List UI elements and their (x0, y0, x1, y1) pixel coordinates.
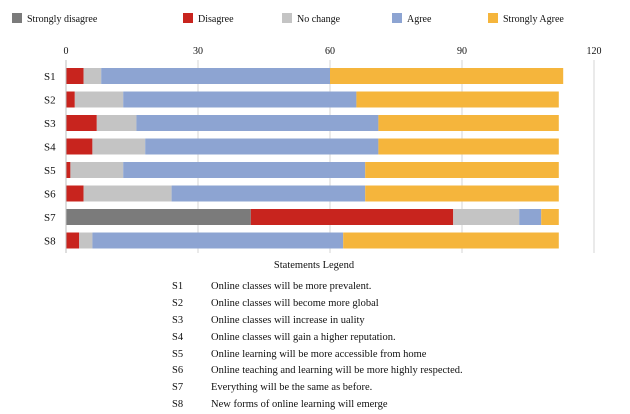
stacked-bar-chart: Strongly disagree Disagree No change Agree S… (12, 13, 602, 253)
legend-item: Strongly Agree (488, 13, 564, 25)
statement-code: S3 (172, 314, 184, 326)
x-tick-label: 0 (64, 46, 69, 57)
statement-row: S5 Online learning will be more accessibl… (0, 347, 630, 364)
statements-legend: Statements Legend S1 Online classes will … (0, 258, 630, 414)
bar-segment (101, 68, 330, 84)
bar-segment (70, 162, 124, 178)
bar-segment (136, 115, 379, 131)
bar-segment (66, 91, 75, 108)
legend-swatch (488, 13, 498, 23)
bar-segment (378, 138, 559, 155)
statements-list: S1 Online classes will be more prevalent.… (0, 279, 630, 414)
bar-segment (330, 68, 564, 84)
bar-segment (66, 185, 84, 202)
bar-segment (541, 209, 559, 225)
bar-segment (79, 232, 93, 249)
bar-segment (66, 138, 93, 155)
statement-code: S4 (172, 331, 184, 343)
legend-item: No change (282, 13, 341, 25)
bar-segment (123, 162, 366, 178)
legend-label: Disagree (198, 14, 234, 25)
statement-row: S7 Everything will be the same as before. (0, 380, 630, 397)
statement-code: S5 (172, 348, 184, 360)
category-label: S5 (44, 165, 56, 177)
category-label: S2 (44, 95, 56, 107)
legend-label: No change (297, 14, 341, 25)
statement-code: S2 (172, 297, 184, 309)
statement-row: S2 Online classes will become more global (0, 296, 630, 313)
bar-segment (66, 162, 71, 178)
bar-segment (365, 162, 559, 178)
category-label: S8 (44, 236, 56, 248)
legend-swatch (392, 13, 402, 23)
bar-segment (145, 138, 379, 155)
bar-segment (171, 185, 366, 202)
bar-segment (66, 68, 84, 84)
legend-item: Agree (392, 13, 432, 25)
bar-segment (378, 115, 559, 131)
bar-segment (66, 232, 80, 249)
bar-segment (83, 68, 102, 84)
statement-row: S4 Online classes will gain a higher repu… (0, 330, 630, 347)
legend-swatch (12, 13, 22, 23)
category-label: S3 (44, 118, 56, 130)
bar-segment (365, 185, 559, 202)
statement-code: S8 (172, 399, 184, 411)
statement-text: Online classes will increase in uality (211, 314, 365, 326)
statement-text: New forms of online learning will emerge (211, 399, 388, 411)
category-label: S4 (44, 142, 56, 154)
legend-item: Strongly disagree (12, 13, 98, 25)
statement-code: S7 (172, 382, 184, 394)
statement-row: S6 Online teaching and learning will be m… (0, 363, 630, 380)
statement-code: S1 (172, 281, 184, 292)
legend-label: Strongly Agree (503, 14, 564, 25)
statement-text: Online teaching and learning will be mor… (211, 365, 463, 377)
statement-code: S6 (172, 365, 184, 377)
legend-swatch (183, 13, 193, 23)
x-tick-label: 120 (587, 46, 602, 57)
x-tick-label: 60 (325, 46, 335, 57)
category-label: S6 (44, 189, 56, 201)
bar-segment (66, 115, 97, 131)
bar-segment (92, 232, 344, 249)
bar-segment (83, 185, 172, 202)
statement-text: Online learning will be more accessible … (211, 348, 427, 360)
legend-label: Strongly disagree (27, 14, 98, 25)
bar-segment (74, 91, 124, 108)
bar-segment (123, 91, 357, 108)
statement-row: S3 Online classes will increase in uality (0, 313, 630, 330)
category-label: S7 (44, 212, 56, 224)
bar-segment (250, 209, 454, 225)
statement-text: Online classes will gain a higher reputa… (211, 331, 396, 343)
statement-row: S1 Online classes will be more prevalent. (0, 279, 630, 296)
bar-segment (66, 209, 251, 225)
legend-item: Disagree (183, 13, 234, 25)
bar-segment (92, 138, 146, 155)
statements-legend-title: Statements Legend (273, 260, 355, 271)
legend-label: Agree (407, 14, 432, 25)
x-tick-label: 30 (193, 46, 203, 57)
statement-text: Online classes will be more prevalent. (211, 281, 372, 292)
x-tick-label: 90 (457, 46, 467, 57)
statement-row: S8 New forms of online learning will emer… (0, 397, 630, 414)
bar-segment (343, 232, 559, 249)
statement-text: Online classes will become more global (211, 297, 379, 309)
bar-segment (96, 115, 137, 131)
bar-segment (356, 91, 559, 108)
statement-text: Everything will be the same as before. (211, 382, 373, 394)
category-label: S1 (44, 71, 56, 83)
bar-segment (519, 209, 542, 225)
legend-swatch (282, 13, 292, 23)
bar-segment (453, 209, 520, 225)
